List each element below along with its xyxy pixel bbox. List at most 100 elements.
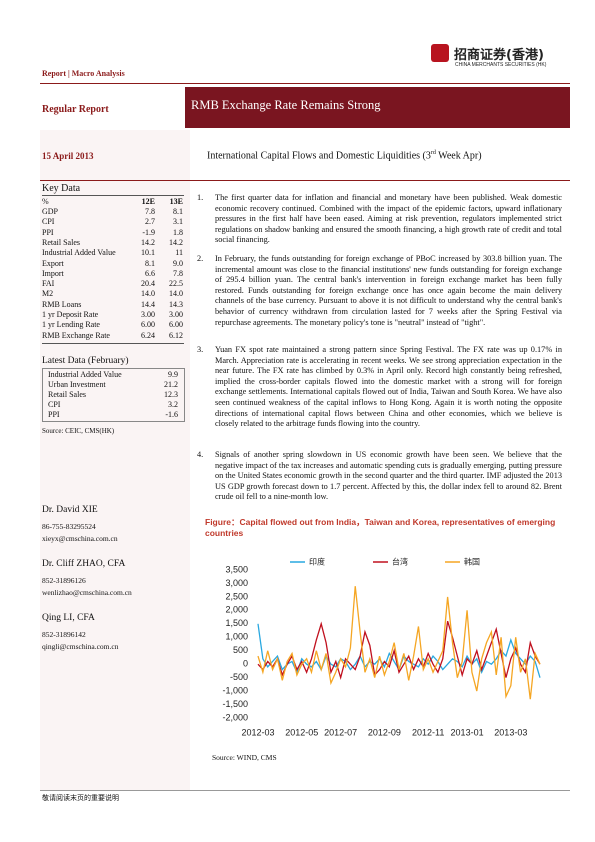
- rule: [40, 83, 570, 84]
- y-tick-label: -1,500: [222, 699, 248, 709]
- paragraph-number: 1.: [197, 193, 204, 202]
- key-data-label: M2: [42, 289, 54, 299]
- subtitle-text: Week Apr): [435, 150, 482, 162]
- key-data-value: 14.2: [141, 237, 155, 247]
- latest-data-label: Urban Investment: [48, 380, 106, 389]
- latest-box: [42, 368, 185, 422]
- subtitle-sup: rd: [430, 150, 436, 156]
- key-data-label: RMB Exchange Rate: [42, 330, 110, 340]
- logo-cn: 招商证券(香港): [454, 48, 544, 63]
- key-data-header: %: [42, 197, 49, 206]
- key-data-value: 6.00: [169, 320, 183, 330]
- rule: [42, 195, 184, 196]
- latest-data-value: 9.9: [168, 370, 178, 379]
- key-data-value: 6.6: [145, 268, 155, 278]
- y-tick-label: 2,500: [225, 591, 248, 601]
- subtitle-text: International Capital Flows and Domestic…: [207, 150, 431, 162]
- paragraph: The first quarter data for inflation and…: [215, 193, 562, 245]
- latest-data-value: 3.2: [168, 400, 178, 409]
- y-tick-label: -2,000: [222, 712, 248, 722]
- report-title: RMB Exchange Rate Remains Strong: [191, 98, 381, 112]
- section: Report | Macro Analysis: [42, 69, 125, 78]
- legend-label: 韩国: [464, 557, 480, 567]
- key-data-label: Import: [42, 268, 64, 278]
- date: 15 April 2013: [42, 151, 94, 161]
- x-tick-label: 2012-07: [324, 727, 357, 737]
- key-data-value: 14.0: [169, 289, 183, 299]
- key-data-value: -1.9: [142, 227, 155, 237]
- key-data-value: 6.24: [141, 330, 155, 340]
- key-data-value: 11: [175, 248, 183, 258]
- series-line: [257, 586, 541, 700]
- key-data-label: Industrial Added Value: [42, 248, 116, 258]
- y-tick-label: -500: [230, 672, 248, 682]
- author-email: qingli@cmschina.com.cn: [42, 642, 119, 651]
- key-data-value: 9.0: [173, 258, 183, 268]
- y-tick-label: 3,000: [225, 578, 248, 588]
- key-data-label: GDP: [42, 207, 59, 216]
- author-phone: 852-31896142: [42, 630, 86, 639]
- key-data-value: 14.0: [141, 289, 155, 299]
- key-data-value: 20.4: [141, 279, 155, 289]
- footer: 敬请阅读末页的重要说明: [42, 794, 119, 802]
- latest-data-label: Industrial Added Value: [48, 370, 122, 379]
- x-tick-label: 2013-03: [494, 727, 527, 737]
- paragraph-number: 2.: [197, 254, 204, 263]
- key-data-value: 6.00: [141, 320, 155, 330]
- paragraph: Signals of another spring slowdown in US…: [215, 450, 563, 502]
- key-data-value: 8.1: [145, 258, 155, 268]
- latest-data-value: 12.3: [164, 390, 178, 399]
- author-name: Dr. Cliff ZHAO, CFA: [42, 559, 126, 569]
- y-tick-label: 1,000: [225, 632, 248, 642]
- logo-en: CHINA MERCHANTS SECURITIES (HK): [455, 62, 547, 68]
- paragraph: Yuan FX spot rate maintained a strong pa…: [215, 345, 562, 429]
- paragraph-number: 4.: [197, 450, 204, 459]
- key-data-label: FAI: [42, 279, 55, 289]
- y-tick-label: 1,500: [225, 618, 248, 628]
- key-data-value: 14.2: [169, 237, 183, 247]
- author-email: xieyx@cmschina.com.cn: [42, 534, 118, 543]
- key-data-header: 12E: [141, 197, 155, 206]
- key-data-label: PPI: [42, 227, 54, 237]
- x-tick-label: 2012-03: [241, 727, 274, 737]
- key-data-value: 3.00: [141, 310, 155, 319]
- key-data-value: 14.4: [141, 299, 155, 309]
- latest-data-label: CPI: [48, 400, 61, 409]
- chart-source: Source: WIND, CMS: [212, 753, 277, 762]
- rule: [40, 790, 570, 791]
- legend-label: 印度: [309, 557, 325, 567]
- key-data-label: RMB Loans: [42, 299, 82, 309]
- x-tick-label: 2012-09: [368, 727, 401, 737]
- y-tick-label: 2,000: [225, 605, 248, 615]
- report-type: Regular Report: [42, 104, 109, 115]
- title-band: [185, 87, 570, 128]
- figure-title: Figure：Capital flowed out from India，Tai…: [205, 517, 556, 538]
- legend-label: 台湾: [392, 557, 408, 567]
- latest-data-label: Retail Sales: [48, 390, 86, 399]
- key-data-value: 3.00: [169, 310, 183, 319]
- key-data-label: Export: [42, 258, 64, 268]
- key-data-value: 22.5: [169, 279, 183, 289]
- series-line: [257, 620, 541, 681]
- y-tick-label: 500: [233, 645, 248, 655]
- key-data-value: 7.8: [145, 207, 155, 216]
- y-tick-label: 0: [243, 659, 248, 669]
- source: Source: CEIC, CMS(HK): [42, 427, 115, 435]
- latest-data-value: -1.6: [165, 410, 178, 419]
- key-data-label: 1 yr Deposit Rate: [42, 310, 99, 319]
- key-data-label: CPI: [42, 217, 55, 227]
- author-name: Qing LI, CFA: [42, 613, 95, 623]
- key-data-value: 2.7: [145, 217, 155, 227]
- author-phone: 86-755-83295524: [42, 522, 96, 531]
- author-email: wenlizhao@cmschina.com.cn: [42, 588, 132, 597]
- logo-emblem: [431, 44, 449, 62]
- key-data-value: 10.1: [141, 248, 155, 258]
- paragraph: In February, the funds outstanding for f…: [215, 254, 562, 327]
- paragraph-number: 3.: [197, 345, 204, 354]
- x-tick-label: 2013-01: [451, 727, 484, 737]
- y-tick-label: -1,000: [222, 685, 248, 695]
- latest-data-label: PPI: [48, 410, 60, 419]
- key-data-value: 6.12: [169, 330, 183, 340]
- key-data-value: 1.8: [173, 227, 183, 237]
